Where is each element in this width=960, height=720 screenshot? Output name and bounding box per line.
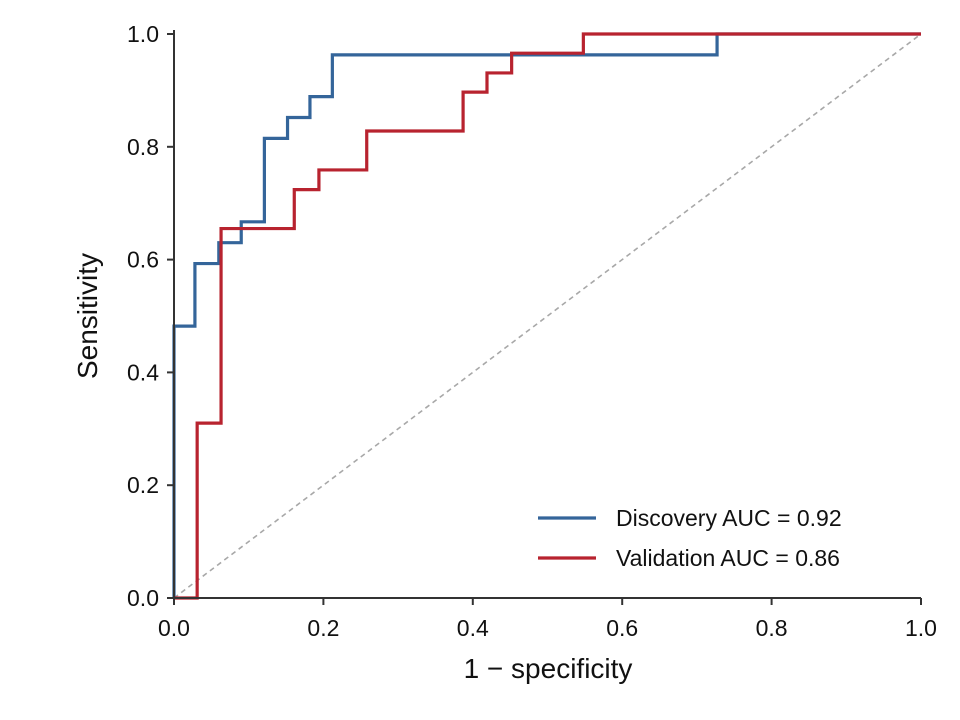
reference-diagonal-line [173,33,922,599]
legend-entry-discovery: Discovery AUC = 0.92 [538,505,842,531]
x-tick-label: 1.0 [905,615,937,641]
legend: Discovery AUC = 0.92 Validation AUC = 0.8… [538,505,842,571]
y-tick-label: 1.0 [127,21,159,47]
y-axis-label: Sensitivity [72,253,103,379]
legend-label: Discovery AUC = 0.92 [616,505,842,531]
roc-curve-validation [174,32,921,600]
x-tick-label: 0.2 [307,615,339,641]
x-tick-label: 0.4 [457,615,489,641]
axes: 0.0 0.2 0.4 0.6 0.8 1.0 0.0 0.2 0.4 0.6 0.8 1.0 [127,21,937,641]
y-tick-label: 0.6 [127,247,159,273]
x-tick-label: 0.6 [606,615,638,641]
y-tick-label: 0.8 [127,134,159,160]
y-tick-label: 0.2 [127,472,159,498]
plot-area [172,32,922,600]
roc-curve-discovery [172,32,921,598]
legend-label: Validation AUC = 0.86 [616,545,840,571]
x-tick-label: 0.0 [158,615,190,641]
y-tick-label: 0.4 [127,359,159,385]
x-tick-label: 0.8 [756,615,788,641]
y-tick-label: 0.0 [127,585,159,611]
legend-entry-validation: Validation AUC = 0.86 [538,545,840,571]
x-axis-label: 1 − specificity [464,653,633,684]
